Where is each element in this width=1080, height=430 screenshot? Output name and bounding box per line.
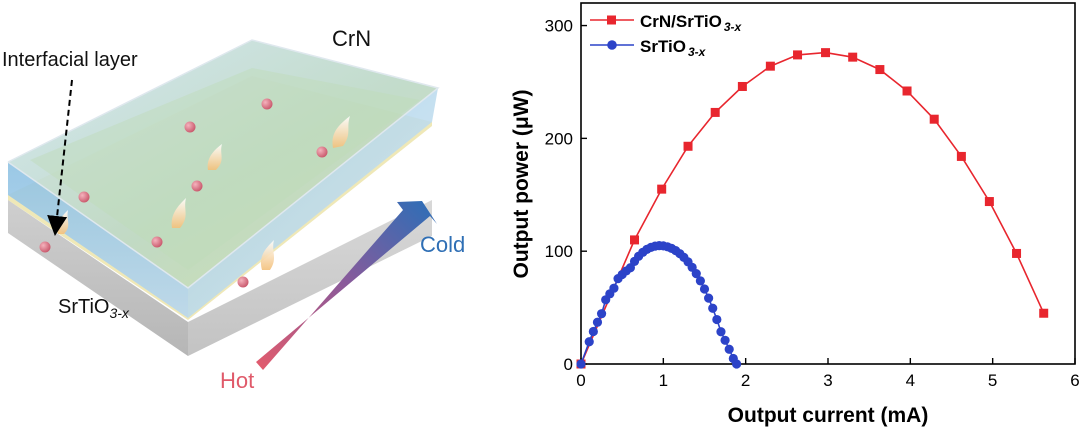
data-point: [691, 269, 701, 279]
data-point: [699, 284, 710, 294]
y-tick-label: 200: [545, 129, 573, 148]
substrate-side-face: [188, 200, 432, 356]
data-point: [592, 317, 603, 327]
x-tick-label: 2: [741, 371, 750, 390]
data-point: [1039, 308, 1049, 318]
data-point: [596, 309, 607, 319]
data-point: [793, 50, 803, 60]
crn-inner-top: [30, 68, 420, 270]
data-point: [821, 48, 831, 58]
flame-icon: [207, 144, 222, 170]
data-point: [683, 141, 693, 151]
data-point: [1012, 248, 1022, 258]
particle-icon: [316, 146, 328, 158]
temperature-gradient-arrow: [256, 201, 437, 370]
data-point: [584, 337, 594, 347]
legend: CrN/SrTiO 3-x SrTiO 3-x: [590, 12, 743, 59]
crn-label: CrN: [332, 26, 371, 51]
data-point: [956, 151, 966, 161]
crn-edge: [7, 39, 440, 289]
substrate-front-face: [8, 200, 188, 356]
data-point: [929, 114, 939, 124]
legend-marker-crn: [607, 15, 616, 25]
data-point: [657, 184, 667, 194]
data-point: [732, 359, 742, 369]
data-point: [708, 303, 718, 313]
interfacial-layer-label: Interfacial layer: [2, 49, 138, 71]
data-point: [609, 283, 619, 293]
data-point: [588, 326, 598, 337]
series-layer: [576, 48, 1049, 369]
data-point: [716, 327, 726, 337]
y-axis-label: Output power (μW): [510, 90, 533, 279]
flame-icon: [171, 198, 186, 228]
hot-label: Hot: [220, 368, 254, 393]
data-point: [630, 235, 640, 245]
y-tick-label: 300: [545, 17, 573, 36]
data-point: [724, 344, 734, 354]
y-tick-label: 0: [564, 355, 573, 374]
crn-front-face: [8, 162, 188, 318]
axis-ticks: 0 1 2 3 4 5 6 0 100 200 300: [545, 17, 1080, 390]
x-axis-label: Output current (mA): [728, 404, 929, 427]
x-tick-label: 0: [576, 371, 585, 390]
substrate-label: SrTiO3-x: [58, 296, 130, 321]
data-point: [720, 335, 730, 345]
crn-side-face: [188, 88, 438, 318]
data-point: [902, 86, 912, 96]
particle-icon: [39, 241, 51, 253]
crn-top-face: [8, 40, 438, 288]
data-point: [712, 314, 722, 325]
y-tick-label: 100: [545, 242, 573, 261]
legend-marker-sto: [607, 40, 617, 50]
x-tick-label: 6: [1070, 371, 1079, 390]
particle-icon: [261, 98, 273, 110]
x-tick-label: 1: [659, 371, 668, 390]
data-point: [704, 293, 714, 303]
cold-label: Cold: [420, 232, 465, 257]
data-point: [737, 81, 747, 91]
data-point: [875, 65, 885, 75]
data-point: [984, 197, 994, 207]
data-point: [765, 61, 775, 71]
legend-label-crn: CrN/SrTiO 3-x: [640, 12, 743, 34]
legend-label-sto: SrTiO 3-x: [640, 37, 707, 59]
particle-icon: [184, 121, 196, 133]
x-tick-label: 4: [906, 371, 915, 390]
data-point: [848, 52, 858, 62]
particle-icon: [191, 180, 203, 192]
flame-icon: [260, 240, 274, 270]
particle-icon: [151, 236, 163, 248]
flame-icon: [332, 116, 350, 148]
data-point: [710, 107, 720, 117]
device-schematic: CrN Interfacial layer SrTiO3-x Hot Cold: [2, 26, 465, 393]
particle-icon: [78, 191, 90, 203]
interfacial-pointer: [47, 79, 73, 236]
data-point: [576, 359, 586, 369]
x-tick-label: 5: [988, 371, 997, 390]
plot-frame: [580, 2, 1076, 365]
data-point: [695, 276, 705, 286]
particle-icon: [237, 276, 249, 288]
series-line-0: [580, 51, 1045, 365]
x-tick-label: 3: [823, 371, 832, 390]
